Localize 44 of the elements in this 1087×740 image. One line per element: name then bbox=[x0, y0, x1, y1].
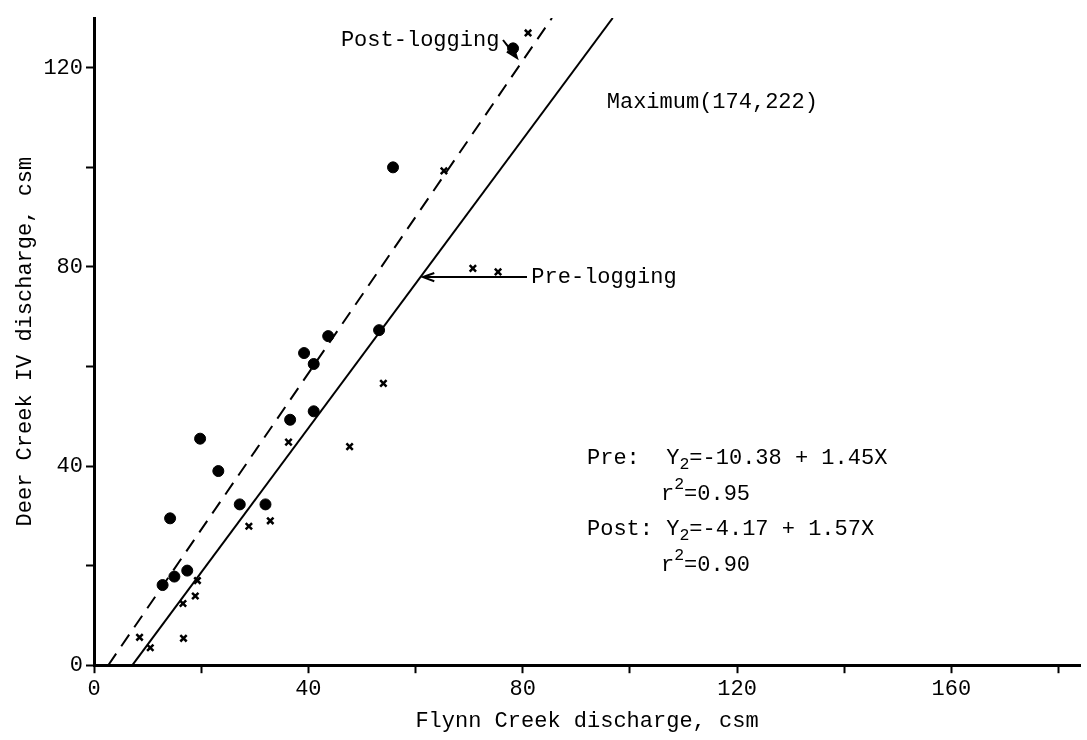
x-tick-label: 160 bbox=[931, 677, 972, 703]
point bbox=[378, 378, 388, 388]
y-tick-label: 120 bbox=[43, 55, 84, 81]
point bbox=[307, 358, 320, 370]
point bbox=[193, 576, 202, 585]
point bbox=[212, 465, 225, 478]
point bbox=[493, 267, 503, 277]
annotation: Post-logging bbox=[340, 27, 500, 53]
point bbox=[284, 413, 297, 426]
x-tick-label: 0 bbox=[87, 677, 101, 703]
point bbox=[298, 347, 311, 360]
point bbox=[233, 498, 246, 511]
point bbox=[468, 263, 478, 273]
point bbox=[373, 324, 386, 337]
y-tick-label: 40 bbox=[56, 453, 84, 479]
annotation: Pre-logging bbox=[531, 264, 677, 290]
x-tick-label: 80 bbox=[509, 677, 536, 703]
point bbox=[179, 633, 188, 643]
point bbox=[523, 28, 533, 38]
y-axis-title: Deer Creek IV discharge, csm bbox=[13, 156, 39, 527]
x-tick-label: 120 bbox=[717, 677, 757, 703]
point bbox=[135, 632, 144, 642]
point bbox=[194, 432, 207, 445]
point bbox=[345, 442, 355, 452]
point bbox=[181, 564, 194, 577]
point bbox=[387, 161, 400, 174]
y-tick-label: 0 bbox=[69, 653, 84, 679]
point bbox=[439, 166, 449, 176]
annotation: Maximum(174,222) bbox=[606, 89, 818, 115]
point bbox=[156, 579, 169, 592]
point bbox=[322, 330, 335, 343]
x-axis-title: Flynn Creek discharge, csm bbox=[415, 708, 759, 734]
point bbox=[190, 591, 200, 601]
point bbox=[284, 437, 293, 447]
point bbox=[265, 516, 275, 526]
point bbox=[145, 643, 155, 653]
x-tick-label: 40 bbox=[295, 677, 322, 703]
point bbox=[259, 498, 272, 511]
y-tick-label: 80 bbox=[56, 254, 84, 280]
point bbox=[168, 570, 181, 583]
point bbox=[307, 405, 320, 418]
point bbox=[178, 599, 188, 608]
point bbox=[244, 521, 254, 531]
point bbox=[164, 512, 177, 525]
